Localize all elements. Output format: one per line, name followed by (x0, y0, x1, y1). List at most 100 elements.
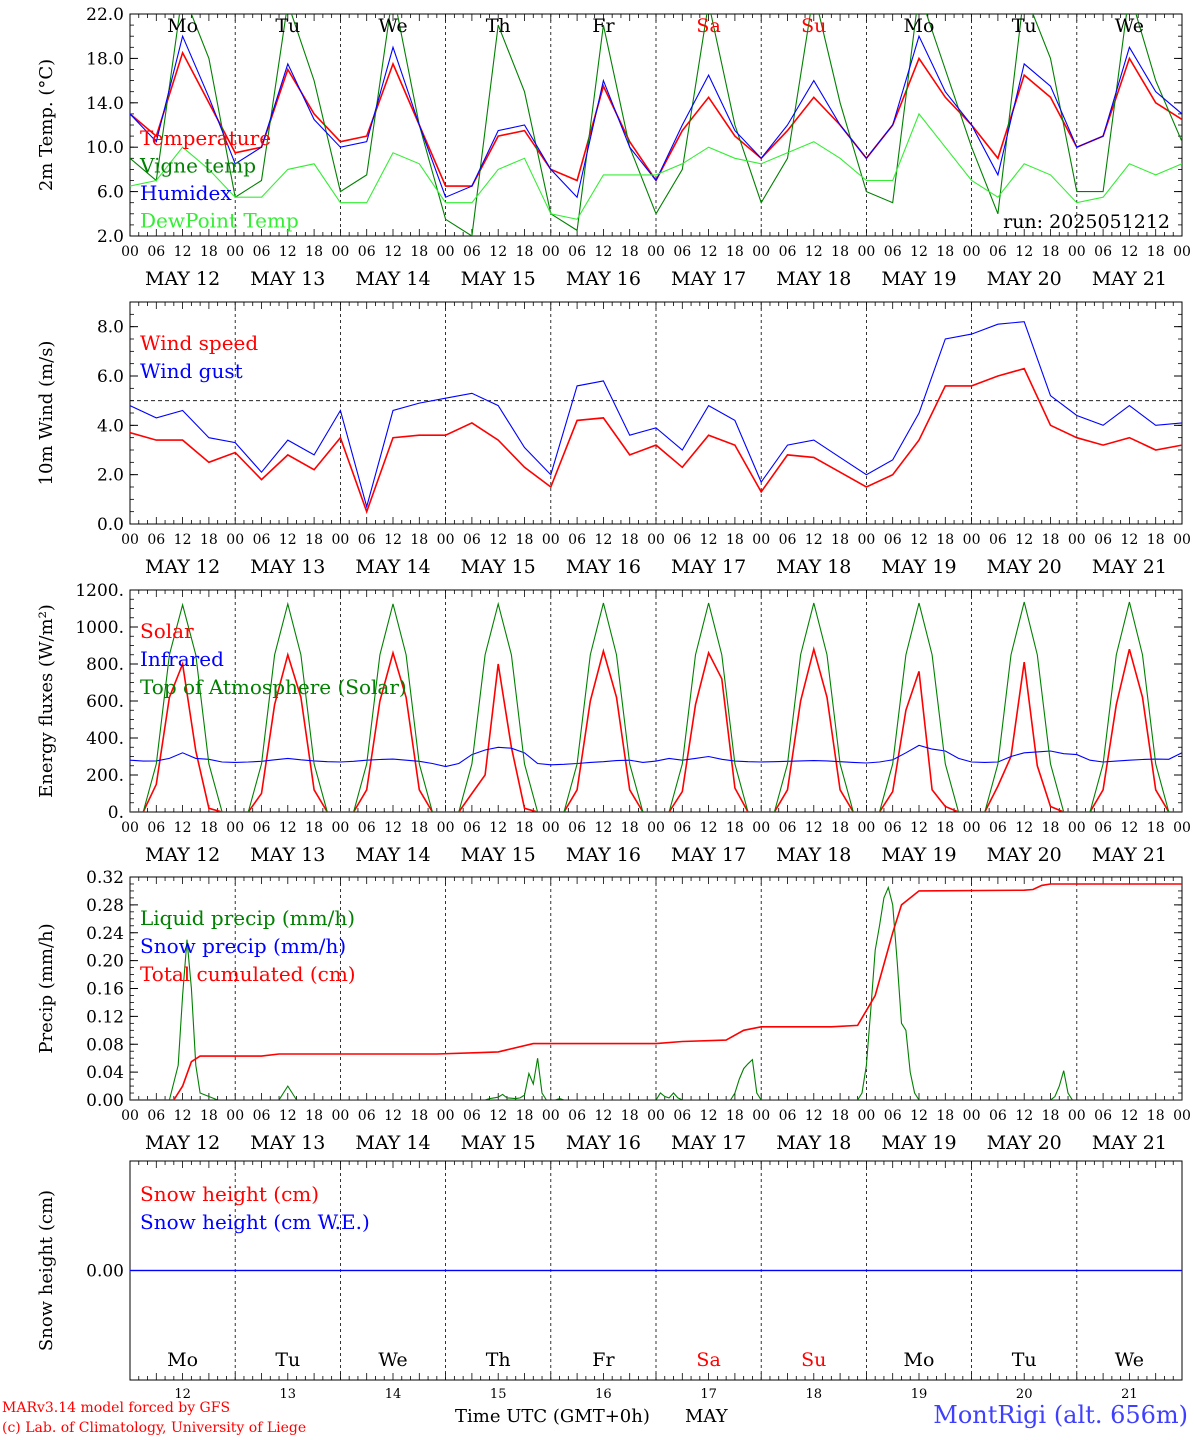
hour-tick-label: 06 (884, 1108, 902, 1124)
hour-tick-label: 06 (568, 820, 586, 836)
y-axis-label: Precip (mm/h) (36, 923, 57, 1053)
hour-tick-label: 06 (884, 820, 902, 836)
hour-tick-label: 06 (779, 532, 797, 548)
date-label: MAY 13 (250, 268, 325, 290)
hour-tick-label: 12 (594, 244, 612, 260)
hour-tick-label: 06 (147, 820, 165, 836)
series-top-of-atmosphere-solar (130, 601, 1182, 812)
hour-tick-label: 18 (726, 532, 744, 548)
date-label: MAY 14 (355, 556, 430, 578)
hour-tick-label: 12 (1015, 244, 1033, 260)
hour-tick-label: 18 (726, 1108, 744, 1124)
date-label: MAY 15 (461, 556, 536, 578)
hour-tick-label: 06 (253, 244, 271, 260)
hour-tick-label: 12 (1120, 244, 1138, 260)
y-tick-label: 200. (86, 766, 124, 786)
hour-tick-label: 00 (226, 1108, 244, 1124)
date-label: MAY 16 (566, 268, 641, 290)
hour-tick-label: 18 (200, 1108, 218, 1124)
y-tick-label: 6.0 (97, 367, 124, 387)
hour-tick-label: 00 (963, 820, 981, 836)
date-label: MAY 16 (566, 844, 641, 866)
hour-tick-label: 06 (358, 1108, 376, 1124)
hour-tick-label: 06 (147, 1108, 165, 1124)
weekday-label: Sa (696, 1349, 720, 1371)
date-label: MAY 18 (776, 844, 851, 866)
legend-entry: Snow height (cm W.E.) (140, 1210, 370, 1234)
date-label: MAY 12 (145, 556, 220, 578)
date-label: MAY 12 (145, 1132, 220, 1154)
hour-tick-label: 18 (726, 244, 744, 260)
date-label: MAY 14 (355, 844, 430, 866)
hour-tick-label: 00 (1173, 532, 1191, 548)
series-liquid-precip-mm-h (130, 885, 1182, 1100)
date-label: MAY 13 (250, 844, 325, 866)
hour-tick-label: 06 (463, 820, 481, 836)
date-label: MAY 13 (250, 1132, 325, 1154)
weekday-label: Sa (696, 15, 720, 37)
hour-tick-label: 00 (542, 820, 560, 836)
hour-tick-label: 00 (752, 1108, 770, 1124)
day-number-label: 16 (595, 1387, 612, 1402)
day-number-label: 12 (174, 1387, 191, 1402)
date-label: MAY 16 (566, 556, 641, 578)
hour-tick-label: 06 (673, 532, 691, 548)
hour-tick-label: 12 (489, 244, 507, 260)
hour-tick-label: 00 (121, 244, 139, 260)
legend-entry: DewPoint Temp (140, 209, 299, 233)
series-infrared (130, 744, 1182, 768)
hour-tick-label: 06 (1094, 244, 1112, 260)
hour-tick-label: 18 (831, 532, 849, 548)
hour-tick-label: 00 (226, 532, 244, 548)
hour-tick-label: 12 (1120, 820, 1138, 836)
y-tick-label: 0.08 (86, 1035, 124, 1055)
weekday-label: Tu (275, 1349, 300, 1371)
hour-tick-label: 06 (779, 244, 797, 260)
legend-entry: Wind speed (140, 331, 258, 355)
hour-tick-label: 18 (726, 820, 744, 836)
hour-tick-label: 18 (1147, 1108, 1165, 1124)
y-tick-label: 0.04 (86, 1063, 124, 1083)
legend-entry: Temperature (140, 126, 271, 150)
legend-entry: Wind gust (140, 359, 243, 383)
date-label: MAY 13 (250, 556, 325, 578)
hour-tick-label: 12 (279, 532, 297, 548)
weekday-label: Su (801, 1349, 826, 1371)
hour-tick-label: 12 (489, 532, 507, 548)
hour-tick-label: 06 (1094, 532, 1112, 548)
hour-tick-label: 18 (831, 244, 849, 260)
date-label: MAY 17 (671, 268, 746, 290)
hour-tick-label: 18 (516, 532, 534, 548)
date-label: MAY 17 (671, 556, 746, 578)
legend-entry: Solar (140, 619, 194, 643)
y-axis-label: Snow height (cm) (36, 1190, 57, 1351)
hour-tick-label: 12 (489, 1108, 507, 1124)
hour-tick-label: 18 (305, 532, 323, 548)
y-tick-label: 0.00 (86, 1091, 124, 1111)
hour-tick-label: 12 (805, 244, 823, 260)
hour-tick-label: 00 (857, 1108, 875, 1124)
hour-tick-label: 00 (226, 244, 244, 260)
hour-tick-label: 12 (910, 820, 928, 836)
hour-tick-label: 18 (621, 532, 639, 548)
y-axis-label: Energy fluxes (W/m²) (36, 604, 57, 798)
weekday-label: We (378, 1349, 407, 1371)
hour-tick-label: 18 (831, 1108, 849, 1124)
hour-tick-label: 12 (489, 820, 507, 836)
hour-tick-label: 18 (410, 820, 428, 836)
hour-tick-label: 00 (857, 244, 875, 260)
hour-tick-label: 00 (647, 1108, 665, 1124)
y-tick-label: 1200. (75, 581, 124, 601)
y-tick-label: 0.32 (86, 868, 124, 888)
date-label: MAY 18 (776, 1132, 851, 1154)
day-number-label: 21 (1121, 1387, 1138, 1402)
hour-tick-label: 12 (594, 820, 612, 836)
date-label: MAY 15 (461, 1132, 536, 1154)
hour-tick-label: 18 (200, 820, 218, 836)
hour-tick-label: 00 (857, 532, 875, 548)
hour-tick-label: 18 (305, 244, 323, 260)
weekday-label: Mo (167, 15, 198, 37)
date-label: MAY 21 (1092, 1132, 1167, 1154)
hour-tick-label: 12 (700, 532, 718, 548)
series-humidex (130, 34, 1182, 199)
